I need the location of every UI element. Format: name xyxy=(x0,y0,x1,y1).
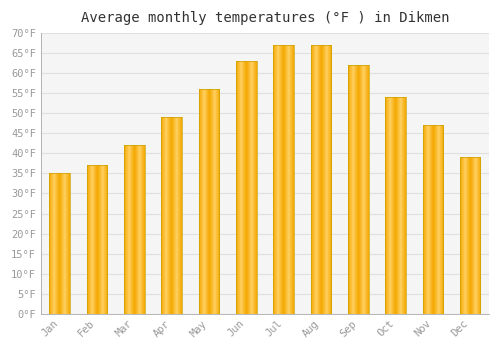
Bar xyxy=(422,125,443,314)
Bar xyxy=(162,117,182,314)
Bar xyxy=(50,174,70,314)
Bar xyxy=(124,145,144,314)
Bar xyxy=(274,45,294,314)
Bar xyxy=(198,89,219,314)
Bar xyxy=(310,45,331,314)
Bar xyxy=(460,158,480,314)
Bar xyxy=(86,166,107,314)
Bar xyxy=(386,97,406,314)
Bar xyxy=(236,61,256,314)
Title: Average monthly temperatures (°F ) in Dikmen: Average monthly temperatures (°F ) in Di… xyxy=(80,11,449,25)
Bar xyxy=(348,65,368,314)
